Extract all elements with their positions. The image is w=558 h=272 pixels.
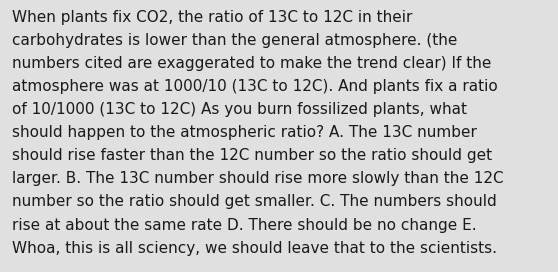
Text: atmosphere was at 1000/10 (13C to 12C). And plants fix a ratio: atmosphere was at 1000/10 (13C to 12C). …	[12, 79, 498, 94]
Text: numbers cited are exaggerated to make the trend clear) If the: numbers cited are exaggerated to make th…	[12, 56, 492, 71]
Text: of 10/1000 (13C to 12C) As you burn fossilized plants, what: of 10/1000 (13C to 12C) As you burn foss…	[12, 102, 467, 117]
Text: number so the ratio should get smaller. C. The numbers should: number so the ratio should get smaller. …	[12, 194, 497, 209]
Text: When plants fix CO2, the ratio of 13C to 12C in their: When plants fix CO2, the ratio of 13C to…	[12, 10, 413, 24]
Text: should rise faster than the 12C number so the ratio should get: should rise faster than the 12C number s…	[12, 148, 492, 163]
Text: should happen to the atmospheric ratio? A. The 13C number: should happen to the atmospheric ratio? …	[12, 125, 477, 140]
Text: rise at about the same rate D. There should be no change E.: rise at about the same rate D. There sho…	[12, 218, 477, 233]
Text: carbohydrates is lower than the general atmosphere. (the: carbohydrates is lower than the general …	[12, 33, 458, 48]
Text: Whoa, this is all sciency, we should leave that to the scientists.: Whoa, this is all sciency, we should lea…	[12, 241, 497, 256]
Text: larger. B. The 13C number should rise more slowly than the 12C: larger. B. The 13C number should rise mo…	[12, 171, 504, 186]
